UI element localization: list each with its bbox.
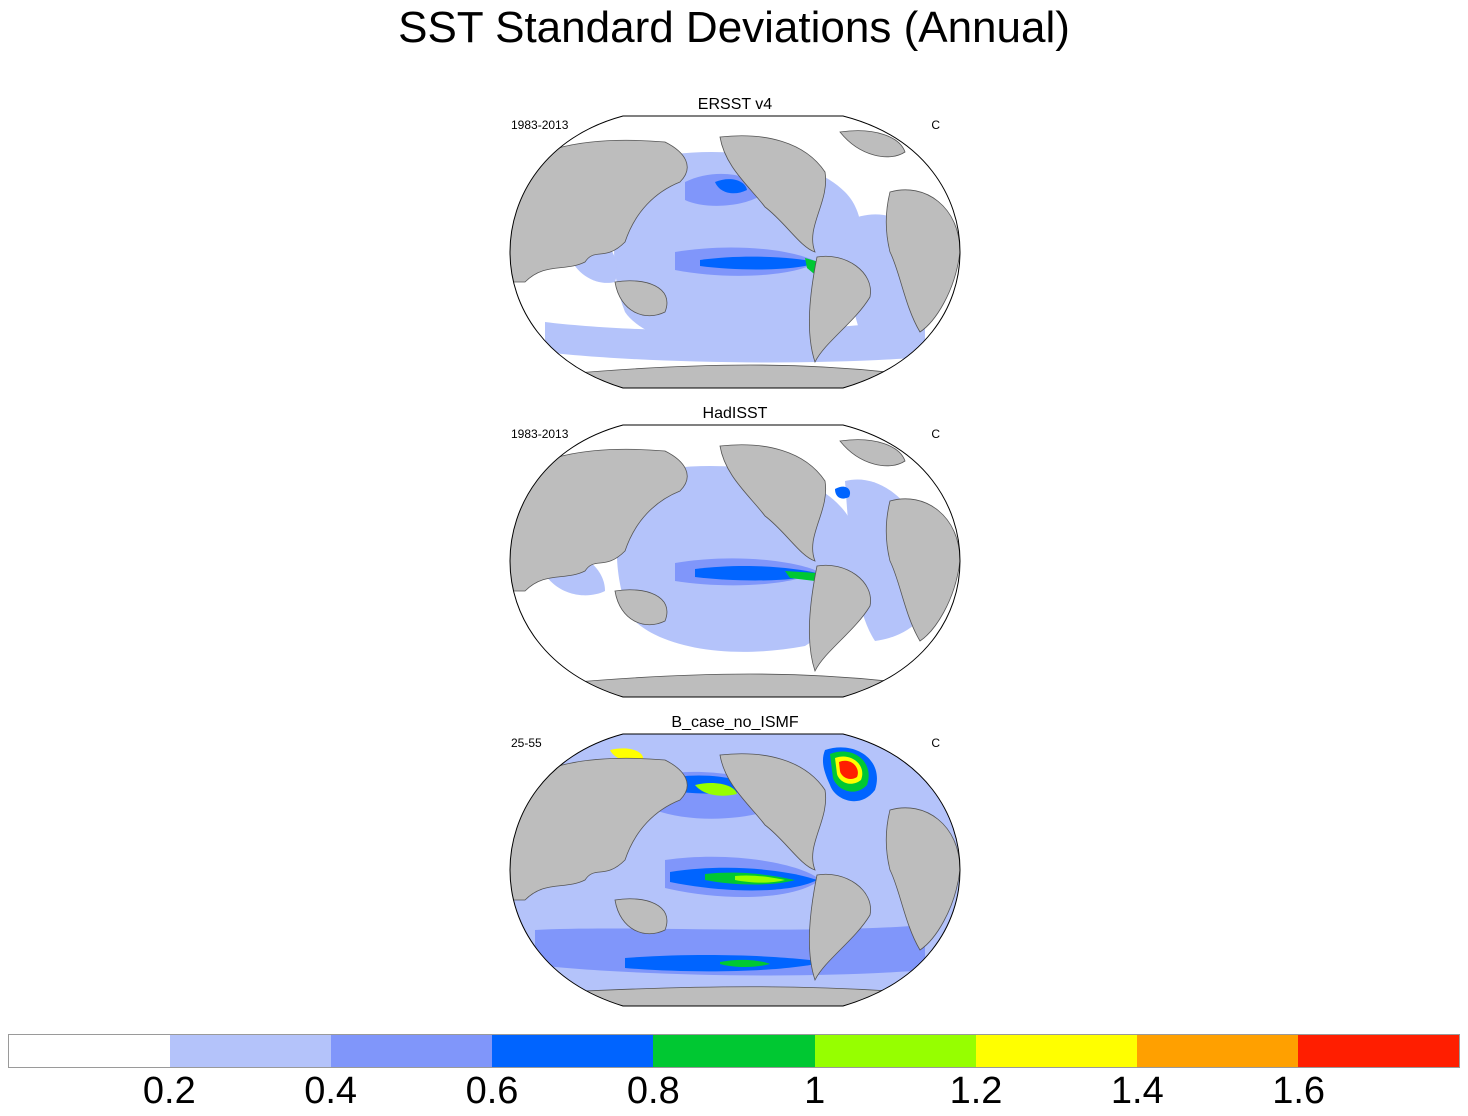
colorbar-tick-label: 0.6 [465, 1070, 519, 1112]
colorbar-tick-label: 0.4 [304, 1070, 358, 1112]
sst-contour-0.6 [835, 486, 851, 499]
panel-period-label: 1983-2013 [511, 427, 569, 441]
colorbar [8, 1034, 1460, 1068]
panel-title: ERSST v4 [697, 96, 773, 113]
sst-contour-1.0 [735, 875, 785, 883]
panel-period-label: 1983-2013 [511, 118, 569, 132]
panel-units-label: C [931, 118, 940, 132]
panel-units-label: C [931, 736, 940, 750]
map-outline [509, 733, 961, 1007]
figure-title: SST Standard Deviations (Annual) [398, 3, 1070, 52]
colorbar-box [170, 1035, 332, 1067]
panel-title: B_case_no_ISMF [671, 714, 799, 731]
colorbar-box [653, 1035, 815, 1067]
sst-contour-0.8 [720, 959, 770, 967]
colorbar-box [492, 1035, 654, 1067]
sst-contour-0.6 [695, 566, 817, 581]
world-map [509, 424, 961, 698]
colorbar-tick-label: 1.2 [949, 1070, 1003, 1112]
colorbar-box [9, 1035, 171, 1067]
sst-contour-0.6 [700, 256, 817, 270]
sst-contour-1.0 [695, 783, 737, 796]
land-masses [510, 439, 960, 697]
colorbar-box [331, 1035, 493, 1067]
colorbar-box [975, 1035, 1137, 1067]
colorbar-labels: 0.2 0.4 0.6 0.8 1 1.2 1.4 1.6 [0, 1070, 1468, 1116]
sst-contour-0.6 [715, 179, 747, 194]
colorbar-box [814, 1035, 976, 1067]
map-outline [509, 115, 961, 389]
colorbar-tick-label: 0.8 [626, 1070, 680, 1112]
panel-units-label: C [931, 427, 940, 441]
world-map [509, 733, 961, 1007]
colorbar-box [1297, 1035, 1459, 1067]
colorbar-tick-label: 1 [804, 1070, 826, 1112]
colorbar-box [1136, 1035, 1298, 1067]
panel-title: HadISST [702, 405, 768, 422]
colorbar-tick-label: 0.2 [142, 1070, 196, 1112]
world-map [509, 115, 961, 389]
sst-contour-0.8 [785, 571, 817, 581]
colorbar-tick-label: 1.6 [1272, 1070, 1326, 1112]
land-masses [510, 130, 960, 388]
map-outline [509, 424, 961, 698]
colorbar-tick-label: 1.4 [1110, 1070, 1164, 1112]
panel-period-label: 25-55 [511, 736, 542, 750]
sst-contour-1.6 [839, 760, 858, 780]
